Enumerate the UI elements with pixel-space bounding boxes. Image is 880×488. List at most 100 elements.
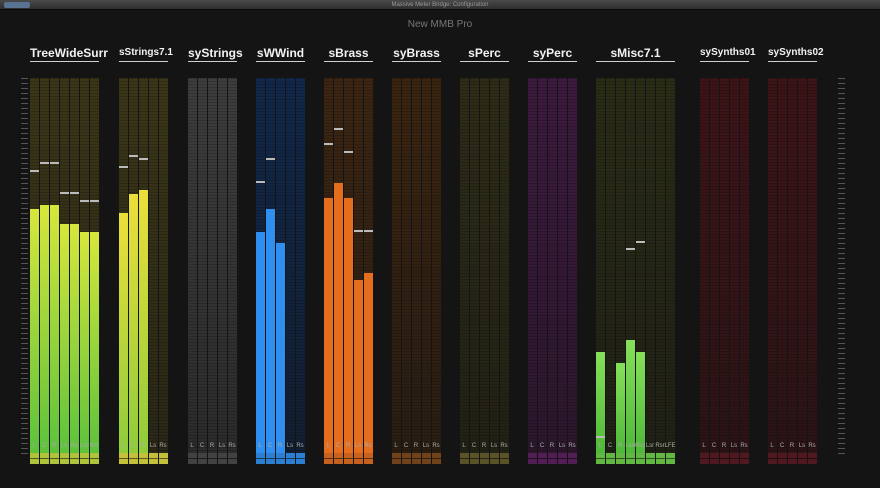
window-controls[interactable] bbox=[4, 2, 30, 8]
base-divider bbox=[616, 458, 625, 459]
level-bar bbox=[256, 232, 265, 453]
window-title: Massive Meter Bridge: Configuration bbox=[391, 2, 489, 8]
level-bar bbox=[344, 198, 353, 453]
meter-group-sperc: sPerc L C R Ls Rs bbox=[460, 44, 509, 484]
base-divider bbox=[808, 458, 817, 459]
level-bar bbox=[636, 352, 645, 453]
channel-meter-rs bbox=[740, 78, 749, 464]
channel-meter-ls bbox=[60, 78, 69, 464]
meter-background bbox=[159, 78, 168, 453]
channel-meter-r bbox=[548, 78, 557, 464]
meter-group-label[interactable]: syPerc bbox=[532, 46, 573, 60]
meter-group-label[interactable]: sMisc7.1 bbox=[610, 46, 661, 60]
level-bar bbox=[90, 232, 99, 453]
base-divider bbox=[70, 458, 79, 459]
channel-meter-l bbox=[188, 78, 197, 464]
meter-background bbox=[798, 78, 807, 453]
meter-channels bbox=[119, 78, 168, 464]
channel-meter-rs bbox=[432, 78, 441, 464]
meter-group-label[interactable]: syBrass bbox=[393, 46, 440, 60]
channel-meter-r bbox=[344, 78, 353, 464]
channel-meter-l bbox=[392, 78, 401, 464]
meter-base-segment bbox=[768, 453, 777, 464]
base-divider bbox=[90, 458, 99, 459]
channel-meter-l bbox=[30, 78, 39, 464]
base-divider bbox=[798, 458, 807, 459]
meter-background bbox=[558, 78, 567, 453]
meter-group-sysynths01: sySynths01 L C R Ls Rs bbox=[700, 44, 756, 484]
meter-group-label[interactable]: sySynths02 bbox=[768, 47, 824, 58]
channel-label: Ls bbox=[730, 443, 738, 449]
channel-meter-r bbox=[616, 78, 625, 464]
channel-meter-l bbox=[700, 78, 709, 464]
channel-meter-r bbox=[139, 78, 148, 464]
peak-hold-marker bbox=[256, 181, 265, 183]
meter-base-segment bbox=[50, 453, 59, 464]
base-divider bbox=[119, 458, 128, 459]
meter-group-label[interactable]: sBrass bbox=[328, 46, 369, 60]
channel-meter-r bbox=[788, 78, 797, 464]
channel-label: L bbox=[702, 443, 706, 449]
meter-base-segment bbox=[432, 453, 441, 464]
base-divider bbox=[364, 458, 373, 459]
base-divider bbox=[296, 458, 305, 459]
meter-base-segment bbox=[286, 453, 295, 464]
meter-base-segment bbox=[266, 453, 275, 464]
meter-background bbox=[778, 78, 787, 453]
meter-group-label[interactable]: sStrings7.1 bbox=[119, 47, 173, 58]
meter-group-label[interactable]: sPerc bbox=[468, 46, 501, 60]
meter-group-systrings: syStrings L C R Ls Rs bbox=[188, 44, 243, 484]
meter-background bbox=[528, 78, 537, 453]
meter-base-segment bbox=[636, 453, 645, 464]
meter-background bbox=[730, 78, 739, 453]
channel-meter-lsr bbox=[646, 78, 655, 464]
level-bar bbox=[30, 209, 39, 453]
meter-group-label[interactable]: sWWind bbox=[256, 46, 305, 60]
meter-background bbox=[568, 78, 577, 453]
base-divider bbox=[606, 458, 615, 459]
app-title: New MMB Pro bbox=[407, 19, 473, 30]
meter-base-segment bbox=[392, 453, 401, 464]
meter-group-label[interactable]: TreeWideSurr bbox=[30, 46, 108, 60]
level-bar bbox=[139, 190, 148, 453]
base-divider bbox=[198, 458, 207, 459]
meter-background bbox=[656, 78, 665, 453]
base-divider bbox=[50, 458, 59, 459]
channel-meter-ls bbox=[730, 78, 739, 464]
meter-channels bbox=[528, 78, 577, 464]
meter-background bbox=[768, 78, 777, 453]
meter-group-label[interactable]: syStrings bbox=[188, 46, 243, 60]
channel-meter-r bbox=[276, 78, 285, 464]
meter-base-segment bbox=[344, 453, 353, 464]
channel-label: R bbox=[549, 443, 555, 449]
meter-base-segment bbox=[159, 453, 168, 464]
channel-label: Rs bbox=[500, 443, 508, 449]
peak-hold-marker bbox=[596, 436, 605, 438]
channel-label: Rs bbox=[364, 443, 372, 449]
meter-group-underline bbox=[119, 61, 168, 62]
channel-meter-r bbox=[720, 78, 729, 464]
meter-channels bbox=[768, 78, 817, 464]
meter-base-segment bbox=[470, 453, 479, 464]
meter-group-underline bbox=[188, 61, 237, 62]
meter-base-segment bbox=[616, 453, 625, 464]
peak-hold-marker bbox=[119, 166, 128, 168]
channel-label: Rs bbox=[70, 443, 78, 449]
channel-label: C bbox=[199, 443, 205, 449]
base-divider bbox=[412, 458, 421, 459]
base-divider bbox=[422, 458, 431, 459]
channel-meter-c bbox=[538, 78, 547, 464]
channel-meter-l bbox=[768, 78, 777, 464]
base-divider bbox=[548, 458, 557, 459]
channel-label: Ls bbox=[490, 443, 498, 449]
channel-label: Rsr bbox=[655, 443, 665, 449]
channel-label: Ls bbox=[798, 443, 806, 449]
channel-label: C bbox=[711, 443, 717, 449]
base-divider bbox=[710, 458, 719, 459]
meter-group-label[interactable]: sySynths01 bbox=[700, 47, 756, 58]
meter-base-segment bbox=[208, 453, 217, 464]
channel-label: Lsr bbox=[79, 443, 89, 449]
channel-label: C bbox=[539, 443, 545, 449]
meter-background bbox=[412, 78, 421, 453]
base-divider bbox=[538, 458, 547, 459]
